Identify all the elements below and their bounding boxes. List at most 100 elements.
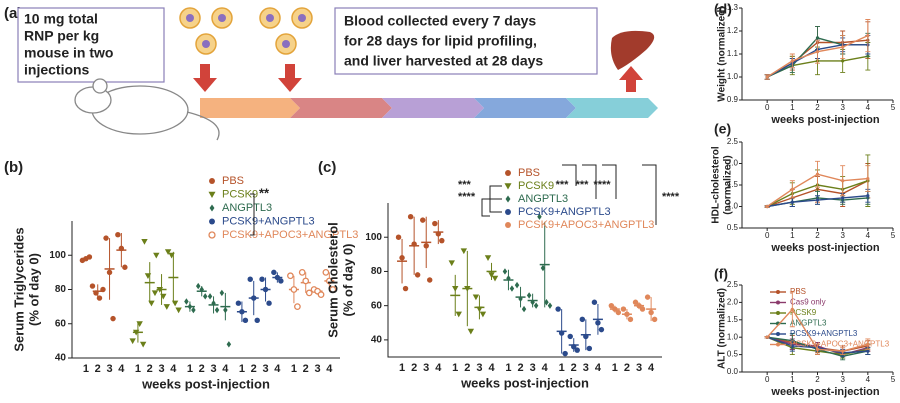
x-tick-label: 3: [636, 362, 642, 374]
point: [219, 289, 225, 297]
point: [567, 333, 573, 340]
x-tick-label: 5: [891, 103, 896, 112]
x-tick-label: 3: [423, 362, 429, 374]
legend-label: PCSK9: [518, 180, 554, 192]
y-tick-label: 60: [371, 300, 383, 311]
significance: ***: [458, 179, 472, 191]
point: [620, 306, 627, 312]
cells: [179, 7, 313, 55]
legend-label: PCSK9: [222, 188, 258, 200]
point: [514, 281, 520, 289]
point: [274, 274, 281, 281]
point: [86, 254, 93, 260]
point: [156, 286, 163, 293]
legend-label: PBS: [790, 287, 806, 296]
y-tick-label: 1.0: [727, 202, 739, 211]
legend-label: PBS: [518, 167, 540, 179]
point: [530, 299, 535, 306]
point: [841, 196, 845, 200]
point: [251, 295, 257, 301]
x-tick-label: 4: [222, 363, 229, 375]
dose-box: [17, 7, 165, 83]
x-tick-label: 3: [158, 363, 164, 375]
point: [89, 283, 96, 289]
point: [235, 300, 242, 306]
point: [815, 50, 820, 54]
x-tick-label: 4: [274, 363, 281, 375]
point: [214, 306, 220, 314]
point: [163, 304, 170, 310]
point: [423, 243, 429, 249]
x-tick-label: 4: [866, 375, 871, 384]
legend-marker: [505, 170, 511, 176]
x-tick-label: 2: [411, 362, 417, 374]
point: [184, 298, 189, 305]
point: [765, 75, 769, 79]
legend-marker: [208, 231, 216, 239]
point: [866, 342, 870, 346]
legend-marker: [505, 209, 511, 215]
schedule-text: and liver harvested at 28 days: [344, 53, 543, 69]
y-tick-label: 2.0: [727, 159, 739, 168]
legend-label: PCSK9+ANGPTL3: [518, 206, 611, 218]
point: [815, 36, 820, 40]
point: [506, 275, 511, 282]
point: [841, 179, 845, 183]
y-axis-title: ALT (normalized): [717, 288, 728, 369]
point: [571, 344, 577, 350]
point: [195, 282, 201, 290]
legend-label: PBS: [222, 175, 244, 187]
x-axis-title: weeks post-injection: [770, 386, 879, 398]
point: [187, 303, 193, 310]
point: [110, 315, 116, 322]
x-tick-label: 3: [314, 363, 320, 375]
legend-marker: [209, 218, 215, 225]
point: [329, 286, 337, 293]
x-tick-label: 0: [765, 103, 770, 112]
x-axis-title: weeks post-injection: [770, 242, 879, 254]
point: [211, 300, 216, 307]
point: [790, 187, 794, 191]
x-tick-label: 4: [648, 362, 655, 374]
x-tick-label: 1: [612, 362, 618, 374]
point: [199, 286, 204, 293]
x-tick-label: 1: [452, 362, 458, 374]
point: [160, 293, 167, 300]
y-tick-label: 2.5: [727, 137, 739, 146]
y-axis-title: Weight (normalized): [717, 6, 728, 101]
point: [815, 198, 820, 202]
point: [636, 302, 642, 309]
point: [153, 252, 160, 259]
point: [271, 269, 277, 276]
significance: ***: [556, 179, 570, 191]
bracket: [642, 164, 657, 225]
x-tick-label: 2: [464, 362, 470, 374]
point: [302, 277, 310, 285]
point: [841, 45, 845, 49]
x-tick-label: 2: [815, 231, 820, 240]
point: [464, 285, 471, 292]
schedule-text: for 28 days for lipid profiling,: [344, 33, 537, 49]
x-tick-label: 4: [595, 362, 602, 374]
point: [317, 291, 325, 299]
y-tick-label: 2.5: [727, 280, 739, 289]
point: [242, 317, 249, 324]
point: [427, 277, 433, 283]
x-tick-label: 3: [840, 231, 845, 240]
x-tick-label: 3: [840, 375, 845, 384]
legend-label: PCSK9+APOC3+ANGPTL3: [222, 229, 358, 241]
y-tick-label: 2.0: [727, 298, 739, 307]
x-tick-label: 0: [765, 375, 770, 384]
x-tick-label: 1: [291, 363, 297, 375]
point: [191, 306, 196, 314]
point: [414, 272, 421, 278]
y-tick-label: 1.3: [727, 3, 739, 12]
point: [106, 269, 113, 276]
point: [115, 231, 121, 238]
x-tick-label: 2: [199, 363, 205, 375]
y-tick-label: 1.1: [727, 49, 739, 58]
x-tick-label: 1: [790, 231, 795, 240]
point: [591, 299, 598, 305]
bracket: [481, 198, 502, 217]
